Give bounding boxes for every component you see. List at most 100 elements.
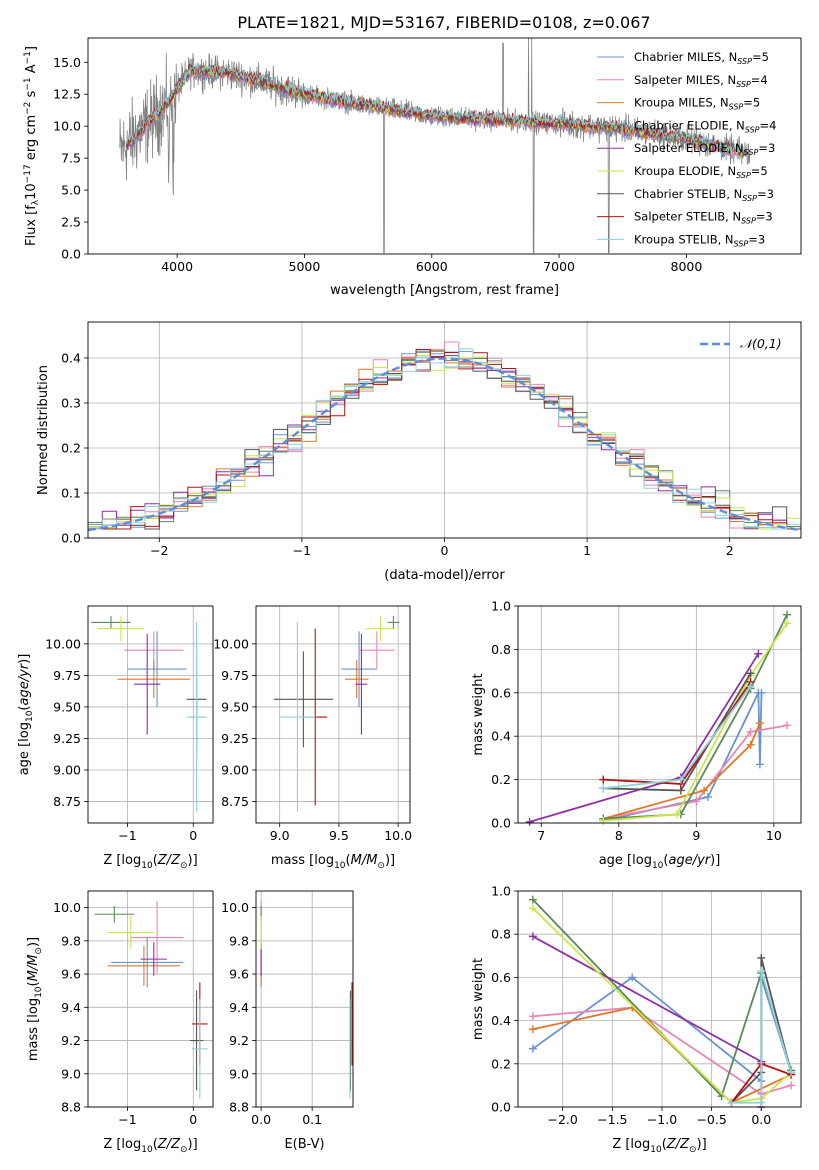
panel-plot-area [273,616,400,812]
y-tick-label: 0.3 [61,396,81,411]
x-tick-label: 10.0 [384,828,412,843]
mass-weight-point [755,760,764,769]
panel-plot-area [91,616,207,812]
x-tick-label: −2.0 [548,1112,578,1127]
y-tick-label: 9.00 [221,763,249,778]
mass-weight-vs-age-chart: 7 8 9 10 0.0 0.2 0.4 0.6 0.8 1.0 age [log10(age/yr… [471,599,802,871]
legend-label: Chabrier STELIB, NSSP=3 [634,187,774,203]
x-axis-label: Z [log10(Z/Z⊙)] [103,853,197,871]
axes-frame [517,890,802,1108]
mass-weight-point [754,649,763,658]
spectrum-plot-area [119,38,751,254]
x-axis-label: Z [log10(Z/Z⊙)] [103,1137,197,1155]
x-tick-label: −1.5 [597,1112,627,1127]
legend-label: Kroupa MILES, NSSP=5 [634,96,760,112]
mass-weight-point [528,1044,537,1053]
mass-weight-point [528,1025,537,1034]
y-tick-label: 9.6 [229,967,249,982]
panel-plot-area [94,900,208,1099]
mass-weight-point [672,810,681,819]
y-tick-label: 2.5 [61,215,81,230]
mass-weight-point [528,932,537,941]
x-tick-label: 9 [692,828,700,843]
model-spectrum-line [125,64,744,157]
x-tick-label: 6000 [416,259,448,274]
y-tick-label: 9.50 [221,699,249,714]
y-tick-label: 9.6 [61,967,81,982]
y-axis-label: age [log10(age/yr)] [17,654,35,776]
mass-weight-point [757,1098,766,1107]
y-tick-label: 0.6 [491,970,511,985]
x-tick-label: −2 [150,543,168,558]
spectrum-legend: Chabrier MILES, NSSP=5 Salpeter MILES, NS… [597,50,776,248]
y-tick-label: 9.4 [61,1000,81,1015]
y-tick-label: 0.8 [491,927,511,942]
x-axis-label: Z [log10(Z/Z⊙)] [612,1137,706,1155]
mass-weight-point [599,784,608,793]
x-tick-label: 2 [726,543,734,558]
mass-weight-point [727,1098,736,1107]
residual-histogram-series [88,356,801,530]
x-tick-label: 7 [537,828,545,843]
mass-weight-series-line [603,724,788,820]
x-tick-label: 9.0 [270,828,290,843]
x-tick-label: 0.0 [751,1112,771,1127]
spectrum-chart: Chabrier MILES, NSSP=5 Salpeter MILES, NS… [23,37,802,298]
mass-weight-vs-Z-chart: −2.0 −1.5 −1.0 −0.5 0.0 0.0 0.2 0.4 0.6 0.8 1.0 Z [… [471,884,802,1155]
y-tick-label: 9.75 [221,668,249,683]
x-tick-label: 0 [441,543,449,558]
mass-weight-point [746,727,755,736]
mass-weight-point [599,775,608,784]
y-tick-label: 0.0 [491,1100,511,1115]
mass-weight-point [757,953,766,962]
y-tick-label: 9.0 [229,1066,249,1081]
y-tick-label: 0.4 [491,1013,511,1028]
mass-weight-point [692,797,701,806]
mass-weight-point [787,1068,796,1077]
mass-weight-point [783,721,792,730]
y-tick-label: 0.4 [61,351,81,366]
y-tick-label: 9.2 [61,1033,81,1048]
y-tick-label: 9.25 [221,731,249,746]
mass-weight-point [528,904,537,913]
y-axis-label: Normed distribution [36,365,51,495]
mass-weight-point [525,817,534,826]
mass-weight-point [703,792,712,801]
y-tick-label: 8.8 [61,1100,81,1115]
x-axis-label: wavelength [Angstrom, rest frame] [330,283,559,298]
y-tick-label: 12.5 [53,87,81,102]
y-tick-label: 0.0 [61,531,81,546]
residuals-chart: −2 −1 0 1 2 0.0 0.1 0.2 0.3 0.4 𝒩(0,1) (data-model)… [36,321,802,583]
legend-label: 𝒩(0,1) [740,336,782,351]
mass-weight-point [755,719,764,728]
x-tick-label: −1.0 [647,1112,677,1127]
legend-label: Kroupa STELIB, NSSP=3 [634,232,765,248]
y-tick-label: 9.00 [53,763,81,778]
age-vs-Z-chart: −1 0 8.75 9.00 9.25 9.50 9.75 10.00 Z [log10(Z/Z… [17,605,214,871]
y-tick-label: 9.4 [229,1000,249,1015]
axes-frame [255,890,354,1108]
model-spectrum-line [125,63,744,155]
figure-title: PLATE=1821, MJD=53167, FIBERID=0108, z=0… [237,13,650,32]
mass-weight-series-line [532,1006,792,1095]
x-tick-label: 1 [583,543,591,558]
mass-weight-series-line [603,672,752,792]
x-axis-label: age [log10(age/yr)] [599,853,721,871]
mass-weight-point [628,973,637,982]
y-tick-label: 0.2 [61,441,81,456]
mass-weight-series-line [603,681,752,785]
y-tick-label: 10.00 [213,636,249,651]
y-tick-label: 9.0 [61,1066,81,1081]
y-tick-label: 5.0 [61,183,81,198]
mass-weight-point [746,669,755,678]
y-axis-label: mass [log10(M/M⊙)] [26,937,44,1061]
mass-weight-series-line [603,622,788,822]
y-tick-label: 10.00 [45,636,81,651]
mass-weight-point [783,619,792,628]
panel-plot-area [260,900,353,1099]
axes-frame [87,37,802,255]
y-tick-label: 0.8 [491,642,511,657]
y-tick-label: 9.25 [53,731,81,746]
x-tick-label: −1 [118,828,136,843]
